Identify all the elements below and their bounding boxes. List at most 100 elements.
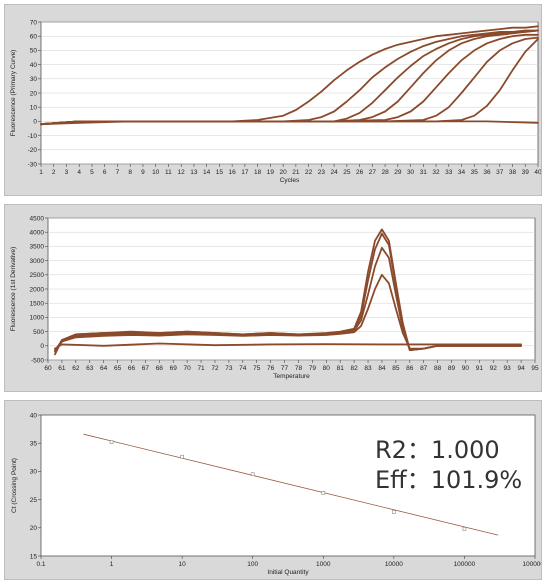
- melt-curve-x-tick-label: 62: [72, 365, 80, 372]
- amplification-y-tick-label: 0: [33, 119, 37, 126]
- amplification-y-tick-label: 30: [30, 76, 38, 83]
- amplification-x-tick-label: 26: [356, 169, 364, 176]
- amplification-x-tick-label: 40: [534, 169, 541, 176]
- melt-curve-x-tick-label: 78: [295, 365, 303, 372]
- standard-curve-y-tick-label: 15: [30, 553, 38, 560]
- amplification-x-tick-label: 18: [254, 169, 262, 176]
- melt-curve-x-tick-label: 71: [197, 365, 205, 372]
- amplification-x-tick-label: 11: [165, 169, 172, 176]
- melt-curve-x-axis-label: Temperature: [273, 373, 310, 380]
- standard-curve-y-tick-label: 30: [30, 469, 38, 476]
- amplification-x-tick-label: 19: [267, 169, 275, 176]
- amplification-x-tick-label: 9: [141, 169, 145, 176]
- melt-curve-x-tick-label: 94: [517, 365, 525, 372]
- melt-curve-y-tick-label: -500: [31, 357, 44, 364]
- standard-curve-data-point: [180, 454, 184, 459]
- amplification-x-tick-label: 36: [483, 169, 491, 176]
- melt-curve-x-tick-label: 95: [531, 365, 539, 372]
- amplification-x-tick-label: 4: [77, 169, 81, 176]
- standard-curve-data-point: [462, 527, 467, 531]
- amplification-x-tick-label: 10: [152, 169, 160, 176]
- amplification-x-tick-label: 25: [343, 169, 351, 176]
- melt-curve-y-tick-label: 2500: [30, 272, 45, 279]
- amplification-x-tick-label: 39: [522, 169, 530, 176]
- melt-curve-series-4: [54, 273, 522, 352]
- standard-curve-efficiency-annotation: Eff：101.9%: [375, 466, 522, 494]
- amplification-x-tick-label: 27: [369, 169, 377, 176]
- standard-curve-x-tick-label: 10: [179, 561, 187, 568]
- amplification-y-tick-label: 50: [30, 48, 38, 55]
- melt-curve-x-tick-label: 84: [378, 365, 386, 372]
- standard-curve-data-point: [109, 440, 114, 444]
- melt-curve-x-tick-label: 61: [58, 365, 66, 372]
- standard-curve-y-axis-label: Ct (Crossing Point): [11, 458, 18, 513]
- standard-curve-data-point: [392, 510, 396, 514]
- melt-curve-x-tick-label: 66: [128, 365, 136, 372]
- amplification-x-tick-label: 15: [216, 169, 224, 176]
- melt-curve-y-tick-label: 1000: [30, 315, 45, 322]
- amplification-x-axis-label: Cycles: [280, 177, 300, 184]
- standard-curve-data-point: [321, 491, 326, 495]
- amplification-y-tick-label: -30: [28, 161, 38, 168]
- standard-curve-x-axis-label: Initial Quantity: [267, 569, 309, 576]
- melt-curve-x-tick-label: 82: [350, 365, 358, 372]
- amplification-x-tick-label: 24: [330, 169, 338, 176]
- melt-curve-x-tick-label: 83: [364, 365, 372, 372]
- melt-curve-x-tick-label: 80: [323, 365, 331, 372]
- melt-curve-x-tick-label: 90: [462, 365, 470, 372]
- amplification-y-tick-label: -10: [28, 133, 38, 140]
- melt-curve-x-tick-label: 60: [44, 365, 52, 372]
- standard-curve-plot-area: [40, 414, 536, 557]
- melt-curve-x-tick-label: 85: [392, 365, 400, 372]
- melt-curve-x-tick-label: 93: [504, 365, 512, 372]
- amplification-panel: -30 -20 -10 0 10 20 30 40 50 60 70 1 2 3 4 5 6 7 8 9 10 11 12 1…: [4, 4, 542, 196]
- amplification-x-tick-label: 3: [65, 169, 69, 176]
- amplification-x-tick-label: 1: [39, 169, 43, 176]
- standard-curve-data-point: [250, 472, 255, 477]
- amplification-y-axis-label: Fluorescence (Primary Curve): [10, 50, 17, 137]
- amplification-y-tick-label: -20: [28, 147, 38, 154]
- melt-curve-x-tick-label: 73: [225, 365, 233, 372]
- amplification-x-tick-label: 12: [178, 169, 186, 176]
- amplification-x-tick-label: 6: [103, 169, 107, 176]
- amplification-x-tick-label: 35: [471, 169, 479, 176]
- amplification-x-tick-label: 13: [190, 169, 198, 176]
- amplification-x-tick-label: 34: [458, 169, 466, 176]
- melt-curve-y-tick-label: 1500: [30, 301, 45, 308]
- amplification-x-tick-label: 16: [229, 169, 237, 176]
- amplification-y-tick-label: 20: [30, 90, 38, 97]
- amplification-x-tick-label: 5: [90, 169, 94, 176]
- amplification-y-tick-label: 70: [30, 19, 38, 26]
- melt-curve-x-tick-label: 87: [420, 365, 428, 372]
- melt-curve-x-tick-label: 86: [406, 365, 414, 372]
- amplification-x-tick-label: 31: [420, 169, 428, 176]
- amplification-x-tick-label: 29: [394, 169, 402, 176]
- amplification-y-tick-label: 40: [30, 62, 38, 69]
- amplification-x-tick-label: 38: [509, 169, 517, 176]
- standard-curve-x-tick-label: 100: [247, 561, 258, 568]
- standard-curve-chart: 15 20 25 30 35 40 0.1 1 10 100 1000 10000 100000 1000…: [11, 412, 541, 576]
- melt-curve-y-tick-label: 3500: [30, 244, 45, 251]
- standard-curve-x-tick-label: 0.1: [36, 561, 45, 568]
- amplification-x-tick-label: 32: [432, 169, 440, 176]
- melt-curve-x-tick-label: 65: [114, 365, 122, 372]
- standard-curve-y-tick-label: 20: [30, 525, 38, 532]
- melt-curve-x-tick-label: 89: [448, 365, 456, 372]
- amplification-y-tick-label: 60: [30, 34, 38, 41]
- melt-curve-chart: -500 0 500 1000 1500 2000 2500 3000 3500 4000 4500…: [10, 215, 539, 380]
- amplification-x-tick-label: 17: [241, 169, 249, 176]
- amplification-x-tick-label: 14: [203, 169, 211, 176]
- melt-curve-y-tick-label: 4500: [30, 215, 45, 222]
- amplification-x-tick-label: 7: [116, 169, 120, 176]
- melt-curve-y-axis-label: Fluorescence (1st Derivative): [10, 247, 17, 332]
- melt-curve-x-tick-label: 69: [170, 365, 178, 372]
- standard-curve-x-tick-label: 1000000: [522, 561, 541, 568]
- amplification-x-tick-label: 30: [407, 169, 415, 176]
- melt-curve-x-tick-label: 81: [337, 365, 345, 372]
- amplification-x-tick-label: 20: [280, 169, 288, 176]
- melt-curve-x-tick-label: 88: [434, 365, 442, 372]
- standard-curve-panel: 15 20 25 30 35 40 0.1 1 10 100 1000 10000 100000 1000…: [4, 400, 542, 580]
- melt-curve-x-tick-label: 67: [142, 365, 150, 372]
- standard-curve-r2-annotation: R2：1.000: [375, 436, 500, 464]
- melt-curve-x-tick-label: 70: [184, 365, 192, 372]
